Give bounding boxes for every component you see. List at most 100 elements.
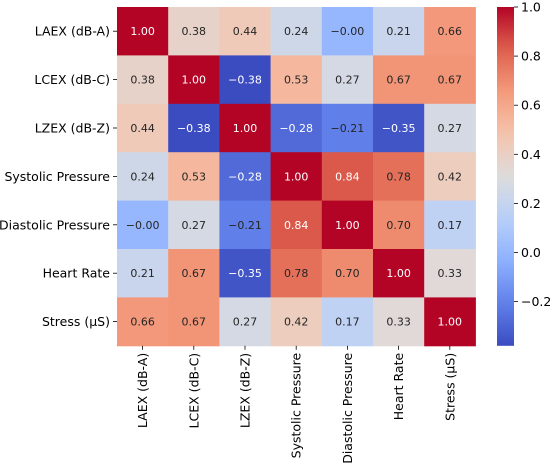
cell-value-label: 0.17: [438, 219, 463, 232]
heatmap-cell-r3-c2: [219, 152, 272, 202]
cell-value-label: 0.84: [335, 170, 360, 183]
cell-value-label: 0.44: [233, 25, 258, 38]
heatmap-cell-r6-c3: [270, 297, 323, 347]
cell-value-label: 0.24: [284, 25, 309, 38]
heatmap-cell-r6-c6: [424, 297, 476, 347]
heatmap-cell-r6-c1: [168, 297, 220, 347]
cell-value-label: 1.00: [386, 267, 411, 280]
cell-value-label: 0.84: [284, 219, 309, 232]
heatmap-cell-r1-c5: [373, 55, 425, 105]
heatmap-cell-r2-c4: [321, 103, 374, 153]
heatmap-cell-r4-c2: [219, 200, 272, 250]
column-tick-labels: LAEX (dB-A) LCEX (dB-C) LZEX (dB-Z) Systoli…: [135, 345, 457, 464]
heatmap-cell-r0-c2: [219, 7, 272, 56]
cell-value-label: −0.38: [228, 74, 262, 87]
cell-value-label: 0.66: [130, 316, 155, 329]
cell-value-label: 0.27: [233, 316, 258, 329]
heatmap-cell-r1-c4: [321, 55, 374, 105]
cell-value-label: 0.33: [386, 316, 411, 329]
cell-value-label: 1.00: [130, 25, 155, 38]
row-tick-label: LZEX (dB-Z): [35, 121, 110, 136]
cell-value-label: −0.21: [331, 122, 365, 135]
heatmap-cell-r4-c0: [117, 200, 169, 250]
heatmap-cell-r2-c1: [168, 103, 220, 153]
cell-value-label: 0.67: [182, 316, 207, 329]
heatmap-cell-r6-c4: [321, 297, 374, 347]
heatmap-cell-r3-c5: [373, 152, 425, 202]
cell-value-label: 0.70: [386, 219, 411, 232]
cell-value-label: 1.00: [438, 316, 463, 329]
row-tick-label: Systolic Pressure: [4, 169, 110, 184]
cell-value-label: 0.66: [438, 25, 463, 38]
heatmap-cell-r0-c6: [424, 7, 476, 56]
cell-value-label: 1.00: [335, 219, 360, 232]
row-tick-label: LCEX (dB-C): [34, 72, 110, 87]
heatmap-cell-r6-c5: [373, 297, 425, 347]
cell-value-label: 0.67: [386, 74, 411, 87]
cell-value-label: 0.42: [438, 170, 463, 183]
cell-value-label: 0.27: [438, 122, 463, 135]
cell-value-label: 0.17: [335, 316, 360, 329]
row-tick-labels: LAEX (dB-A) LCEX (dB-C) LZEX (dB-Z) Systoli…: [0, 24, 117, 329]
cell-value-label: 0.21: [130, 267, 155, 280]
heatmap-cell-r3-c4: [321, 152, 374, 202]
heatmap-cell-r5-c2: [219, 249, 272, 298]
cell-value-label: −0.28: [279, 122, 313, 135]
colorbar-gradient: [497, 7, 514, 346]
column-tick-label: Stress (µS): [442, 353, 457, 421]
colorbar-tick-label: 0.4: [521, 147, 541, 162]
column-tick-label: Heart Rate: [391, 353, 406, 421]
cell-value-label: −0.00: [126, 219, 160, 232]
column-tick-label: Systolic Pressure: [289, 352, 304, 458]
row-tick-label: Heart Rate: [43, 266, 111, 281]
cell-value-label: −0.28: [228, 170, 262, 183]
heatmap-cell-r2-c6: [424, 103, 476, 153]
heatmap-cell-r4-c5: [373, 200, 425, 250]
heatmap-cell-labels: 1.00 0.38 0.44 0.24 −0.00 0.21 0.66 0.38 1.00 −0.…: [126, 25, 462, 328]
column-tick-label: LCEX (dB-C): [186, 353, 201, 429]
heatmap-cell-r4-c6: [424, 200, 476, 250]
cell-value-label: 0.78: [386, 170, 411, 183]
cell-value-label: 0.33: [438, 267, 463, 280]
heatmap-cell-r4-c3: [270, 200, 323, 250]
cell-value-label: −0.35: [382, 122, 416, 135]
heatmap-cell-r4-c1: [168, 200, 220, 250]
colorbar-tick-label: 0.6: [521, 98, 541, 113]
cell-value-label: 0.67: [182, 267, 207, 280]
cell-value-label: −0.35: [228, 267, 262, 280]
heatmap-cell-r2-c5: [373, 103, 425, 153]
heatmap-cell-r0-c1: [168, 7, 220, 56]
heatmap-cell-r0-c3: [270, 7, 323, 56]
cell-value-label: 0.70: [335, 267, 360, 280]
heatmap-cell-r5-c4: [321, 249, 374, 298]
row-tick-label: Stress (µS): [42, 314, 110, 329]
cell-value-label: 1.00: [233, 122, 258, 135]
cell-value-label: 1.00: [284, 170, 309, 183]
heatmap-cell-r2-c2: [219, 103, 272, 153]
column-tick-label: LAEX (dB-A): [135, 353, 150, 428]
cell-value-label: 0.27: [335, 74, 360, 87]
cell-value-label: 0.27: [182, 219, 207, 232]
heatmap-cell-r6-c0: [117, 297, 169, 347]
heatmap-cell-r3-c0: [117, 152, 169, 202]
heatmap-cell-r3-c3: [270, 152, 323, 202]
cell-value-label: 0.38: [130, 74, 155, 87]
cell-value-label: 1.00: [182, 74, 207, 87]
cell-value-label: 0.78: [284, 267, 309, 280]
heatmap-cell-r1-c3: [270, 55, 323, 105]
cell-value-label: −0.00: [331, 25, 365, 38]
heatmap-cell-r4-c4: [321, 200, 374, 250]
cell-value-label: 0.24: [130, 170, 155, 183]
heatmap-cell-r1-c6: [424, 55, 476, 105]
cell-value-label: 0.42: [284, 316, 309, 329]
colorbar-tick-label: −0.2: [521, 294, 550, 309]
heatmap-cell-r3-c6: [424, 152, 476, 202]
cell-value-label: 0.53: [284, 74, 309, 87]
heatmap-cell-r2-c3: [270, 103, 323, 153]
colorbar-tick-label: 0.0: [521, 245, 541, 260]
heatmap-cells: [117, 7, 476, 347]
column-tick-label: LZEX (dB-Z): [238, 353, 253, 428]
row-tick-label: LAEX (dB-A): [35, 24, 110, 39]
heatmap-cell-r2-c0: [117, 103, 169, 153]
